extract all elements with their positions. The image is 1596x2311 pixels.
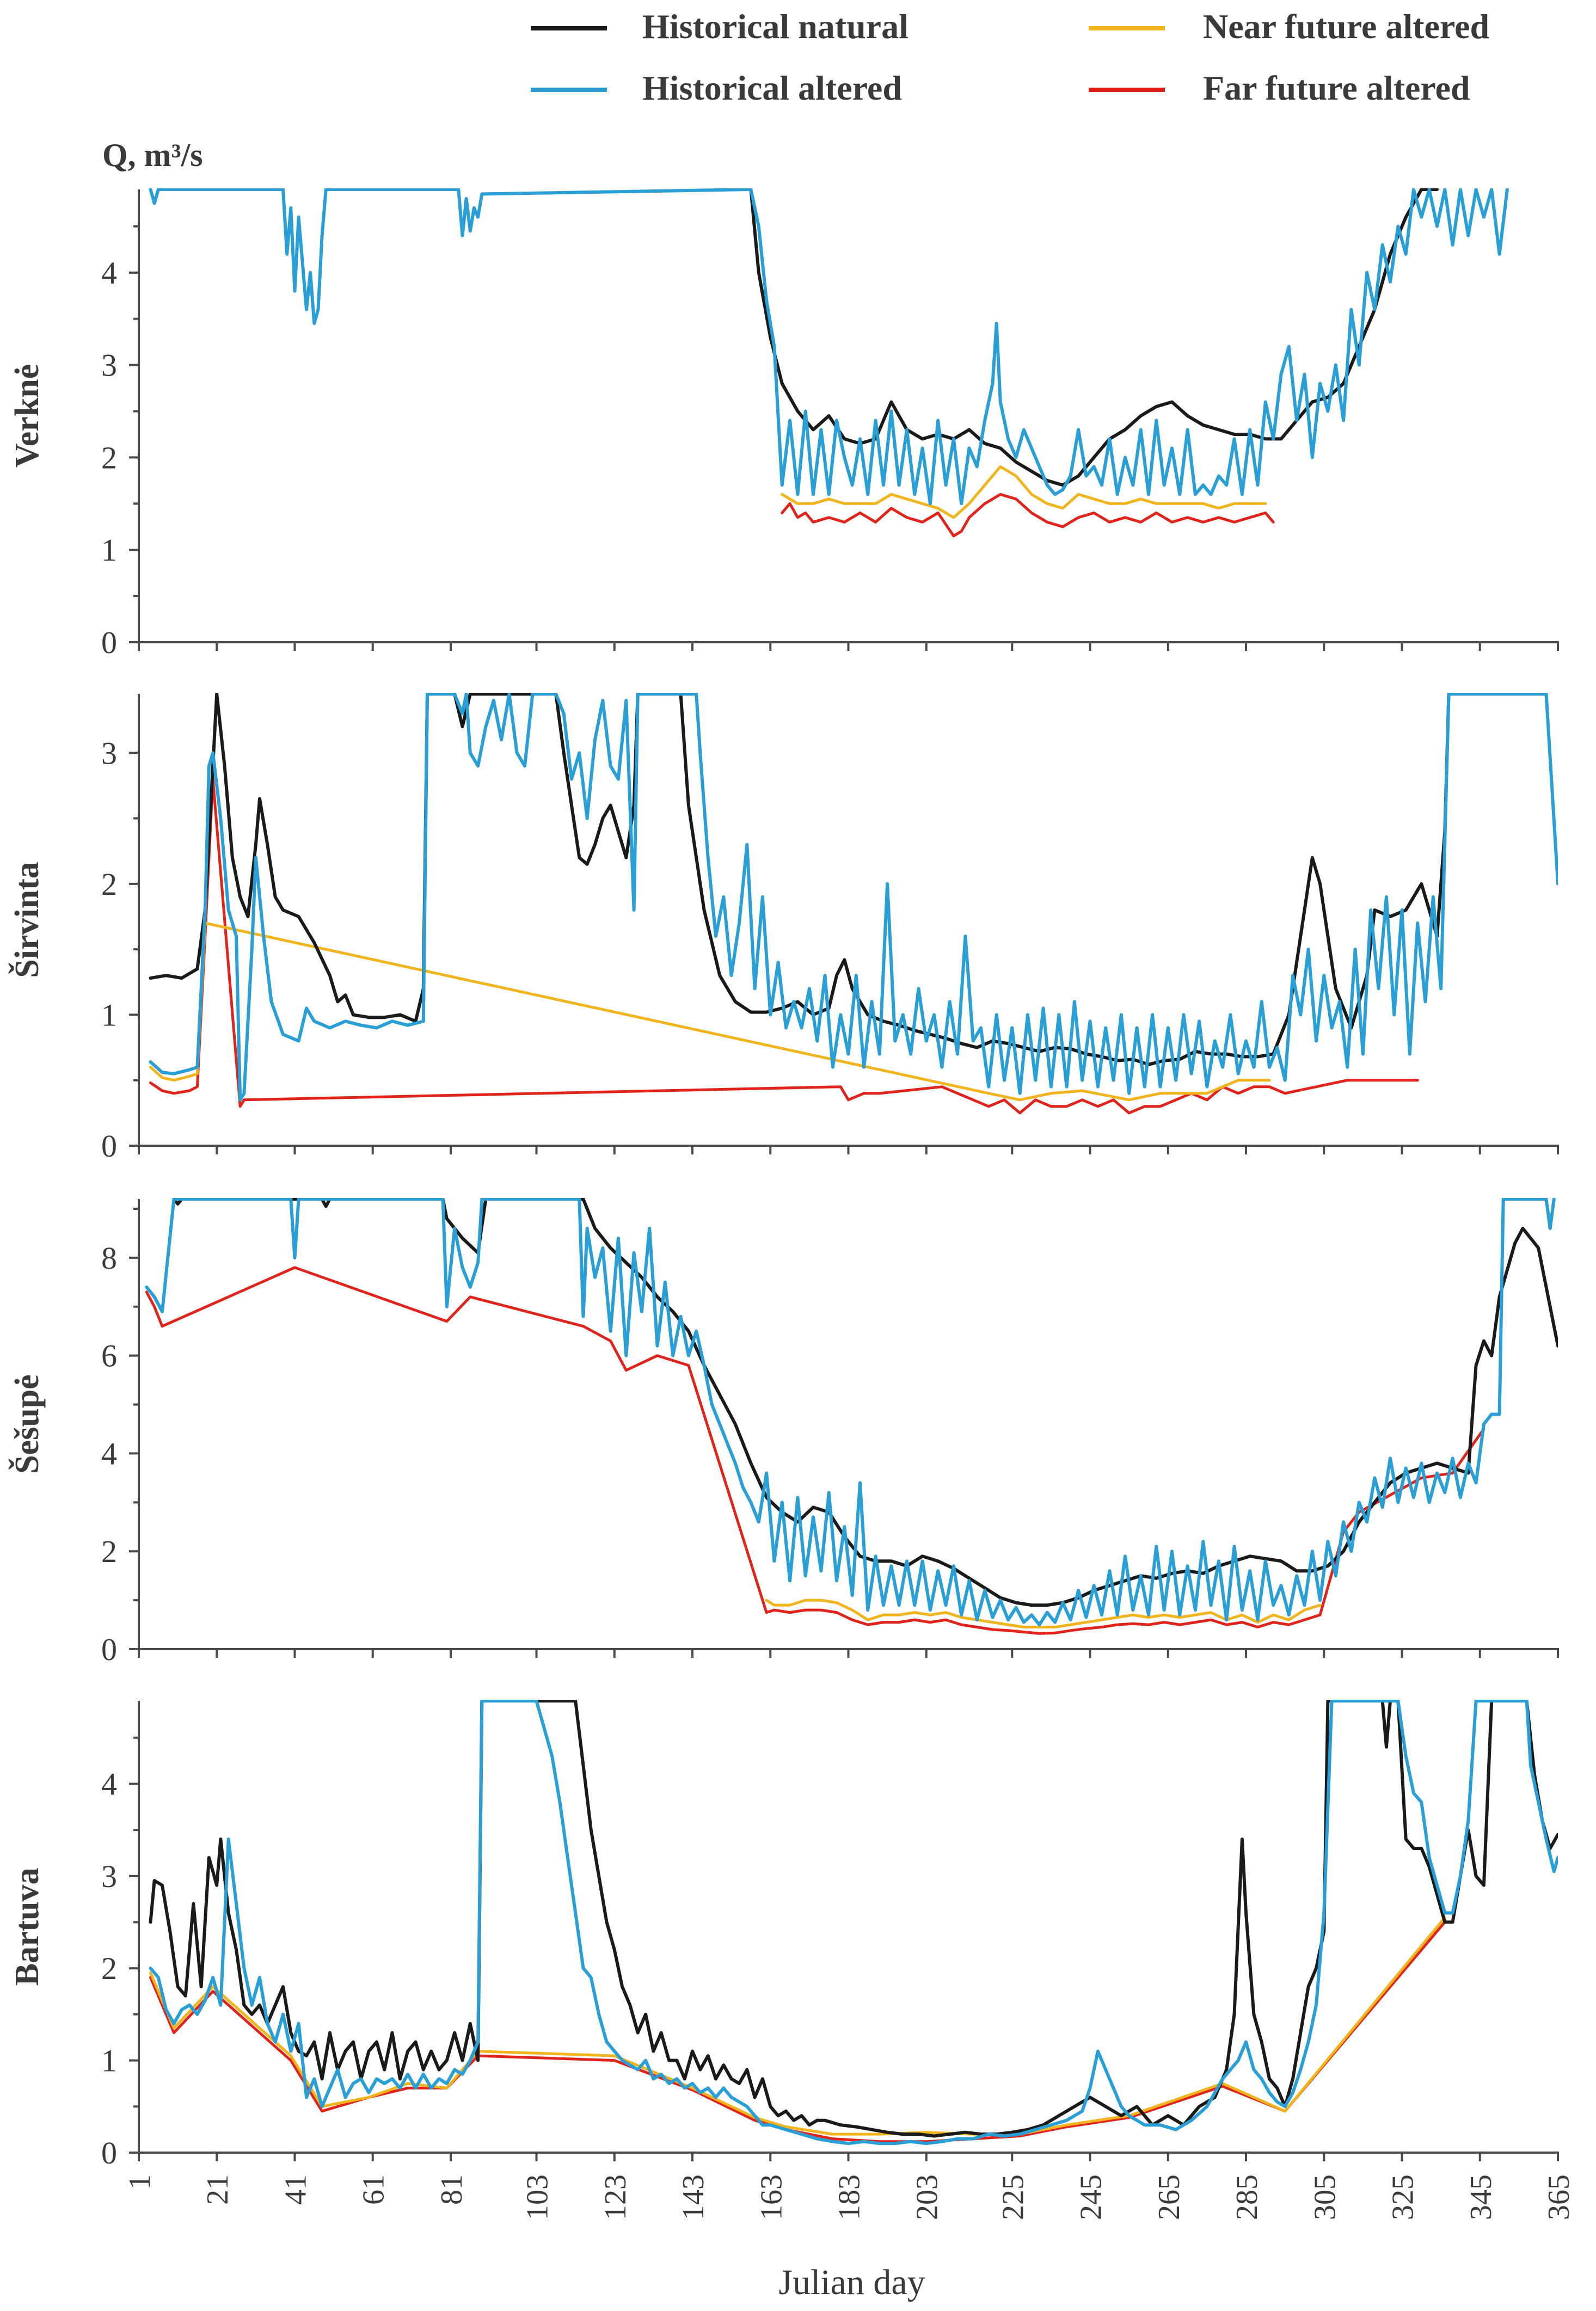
x-axis-label: Julian day — [778, 2263, 925, 2302]
legend-label-near-future-altered: Near future altered — [1203, 7, 1489, 46]
x-tick-label: 285 — [1230, 2174, 1264, 2220]
series-far-future-altered — [149, 777, 1419, 1115]
legend-label-historical-natural: Historical natural — [642, 7, 909, 46]
river-label-sesupe: Šešupė — [9, 1374, 46, 1474]
panel-verkne: 0 1 2 3 4 Verknė — [9, 188, 1559, 660]
x-tick-label: 123 — [599, 2174, 633, 2220]
y-tick-label: 2 — [101, 1534, 117, 1569]
series-historical-altered — [145, 1198, 1556, 1627]
series-near-future-altered — [781, 465, 1267, 519]
y-tick-label: 2 — [101, 1951, 117, 1986]
x-tick-label: 41 — [279, 2174, 312, 2205]
x-tick-label: 21 — [201, 2174, 235, 2205]
x-tick-label: 103 — [521, 2174, 555, 2220]
y-tick-label: 4 — [101, 255, 117, 291]
legend-label-historical-altered: Historical altered — [642, 69, 902, 107]
series-group — [145, 1198, 1558, 1635]
y-tick-label: 2 — [101, 866, 117, 902]
y-tick-label: 1 — [101, 997, 117, 1032]
unit-label: Q, m³/s — [102, 137, 203, 173]
x-tick-label: 81 — [435, 2174, 469, 2205]
y-tick-label: 0 — [101, 625, 117, 660]
series-historical-natural — [149, 693, 1451, 1066]
y-tick-label: 3 — [101, 1859, 117, 1894]
y-tick-label: 6 — [101, 1338, 117, 1374]
x-tick-label: 245 — [1075, 2174, 1108, 2220]
x-tick-label: 143 — [677, 2174, 710, 2220]
series-group — [149, 1700, 1558, 2146]
x-tick-label: 225 — [996, 2174, 1030, 2220]
series-far-future-altered — [149, 1921, 1446, 2143]
x-tick-label: 163 — [754, 2174, 788, 2220]
series-historical-altered — [149, 1700, 1558, 2146]
x-tick-label: 61 — [357, 2174, 391, 2205]
x-tick-label: 1 — [123, 2174, 157, 2190]
x-tick-label: 305 — [1308, 2174, 1342, 2220]
panel-sirvinta: 0 1 2 3 Širvinta — [9, 693, 1559, 1164]
x-tick-label: 325 — [1386, 2174, 1420, 2220]
river-label-sirvinta: Širvinta — [9, 862, 46, 978]
series-historical-altered — [149, 188, 1509, 506]
series-group — [149, 693, 1558, 1115]
y-tick-label: 0 — [101, 1632, 117, 1667]
x-tick-label: 183 — [833, 2174, 867, 2220]
series-group — [149, 188, 1509, 538]
river-label-bartuva: Bartuva — [9, 1868, 46, 1986]
y-tick-label: 0 — [101, 1128, 117, 1164]
legend: Historical natural Near future altered H… — [531, 7, 1489, 107]
y-tick-label: 8 — [101, 1240, 117, 1276]
series-near-future-altered — [149, 1916, 1446, 2136]
panel-sesupe: 0 2 4 6 8 Šešupė — [9, 1198, 1559, 1667]
x-tick-label: 365 — [1542, 2174, 1576, 2220]
y-tick-label: 3 — [101, 735, 117, 771]
x-tick-label: 265 — [1152, 2174, 1186, 2220]
y-tick-label: 1 — [101, 532, 117, 568]
panels: 0 1 2 3 4 Verknė 0 1 2 3 Širvinta 0 2 4 6 8 Šešupė 0 1 2 3 4 B… — [9, 188, 1559, 2171]
series-far-future-altered — [781, 493, 1275, 538]
series-far-future-altered — [145, 1266, 1485, 1635]
y-tick-label: 1 — [101, 2043, 117, 2079]
series-historical-natural — [149, 1700, 1558, 2138]
x-axis: 1 21 41 61 81 103 123 143 163 183 203 225 245 265 285 3… — [123, 2174, 1576, 2220]
y-tick-label: 4 — [101, 1766, 117, 1802]
panel-bartuva: 0 1 2 3 4 Bartuva — [9, 1700, 1559, 2171]
series-historical-altered — [149, 693, 1558, 1102]
x-tick-label: 203 — [911, 2174, 944, 2220]
y-tick-label: 4 — [101, 1436, 117, 1471]
series-historical-natural — [749, 188, 1439, 487]
y-tick-label: 3 — [101, 348, 117, 383]
series-near-future-altered — [149, 921, 1271, 1102]
y-tick-label: 0 — [101, 2135, 117, 2171]
legend-label-far-future-altered: Far future altered — [1203, 69, 1470, 107]
y-tick-label: 2 — [101, 440, 117, 475]
x-tick-label: 345 — [1464, 2174, 1498, 2220]
river-label-verkne: Verknė — [9, 364, 46, 468]
